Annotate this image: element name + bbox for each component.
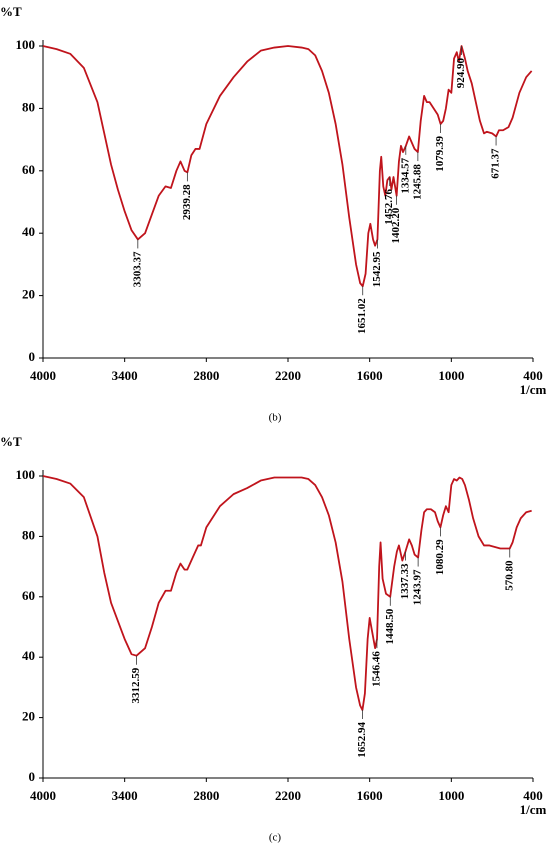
peak-label: 1448.50 (384, 608, 396, 644)
y-tick-label: 20 (22, 287, 35, 302)
peak-label: 1243.97 (412, 569, 424, 605)
x-tick-label: 1600 (357, 368, 383, 383)
x-axis-label: 1/cm (520, 802, 547, 817)
y-tick-label: 60 (22, 162, 35, 177)
peak-label: 1337.33 (399, 563, 411, 599)
x-tick-label: 1600 (357, 788, 383, 803)
peak-label: 1245.88 (411, 164, 423, 200)
y-tick-label: 20 (22, 709, 35, 724)
peak-label: 924.90 (455, 58, 467, 89)
peak-label: 1079.39 (434, 136, 446, 172)
y-tick-label: 80 (22, 99, 35, 114)
x-tick-label: 1000 (438, 788, 464, 803)
x-tick-label: 2800 (193, 368, 219, 383)
peak-label: 1334.57 (399, 157, 411, 193)
spectrum-line (42, 475, 532, 711)
y-tick-label: 80 (22, 527, 35, 542)
peak-label: 3312.59 (130, 667, 142, 703)
x-tick-label: 4000 (30, 788, 56, 803)
peak-label: 1452.76 (383, 189, 395, 225)
x-tick-label: 400 (523, 788, 543, 803)
caption: (c) (269, 832, 282, 844)
spectrum-line (42, 45, 533, 288)
x-tick-label: 3400 (112, 368, 138, 383)
caption: (b) (269, 412, 282, 424)
peak-label: 1652.94 (356, 722, 368, 758)
peak-label: 1080.29 (434, 539, 446, 575)
peak-label: 1542.95 (371, 251, 383, 287)
x-tick-label: 400 (523, 368, 543, 383)
y-tick-label: 100 (16, 37, 36, 52)
peak-label: 671.37 (490, 148, 502, 179)
peak-label: 1651.02 (356, 298, 368, 334)
y-tick-label: 40 (22, 648, 35, 663)
x-axis-label: 1/cm (520, 382, 547, 397)
y-axis-label: %T (0, 4, 22, 19)
x-tick-label: 2200 (275, 788, 301, 803)
y-tick-label: 0 (29, 349, 36, 364)
y-tick-label: 40 (22, 224, 35, 239)
x-tick-label: 3400 (112, 788, 138, 803)
peak-label: 3303.37 (131, 251, 143, 287)
y-axis-label: %T (0, 434, 22, 449)
x-tick-label: 2200 (275, 368, 301, 383)
x-tick-label: 1000 (438, 368, 464, 383)
peak-label: 1546.46 (370, 651, 382, 687)
x-tick-label: 2800 (193, 788, 219, 803)
peak-label: 2939.28 (181, 184, 193, 220)
y-tick-label: 60 (22, 588, 35, 603)
y-tick-label: 0 (29, 769, 36, 784)
x-tick-label: 4000 (30, 368, 56, 383)
peak-label: 570.80 (503, 560, 515, 591)
peak-label: 1402.20 (390, 207, 402, 243)
y-tick-label: 100 (16, 467, 36, 482)
